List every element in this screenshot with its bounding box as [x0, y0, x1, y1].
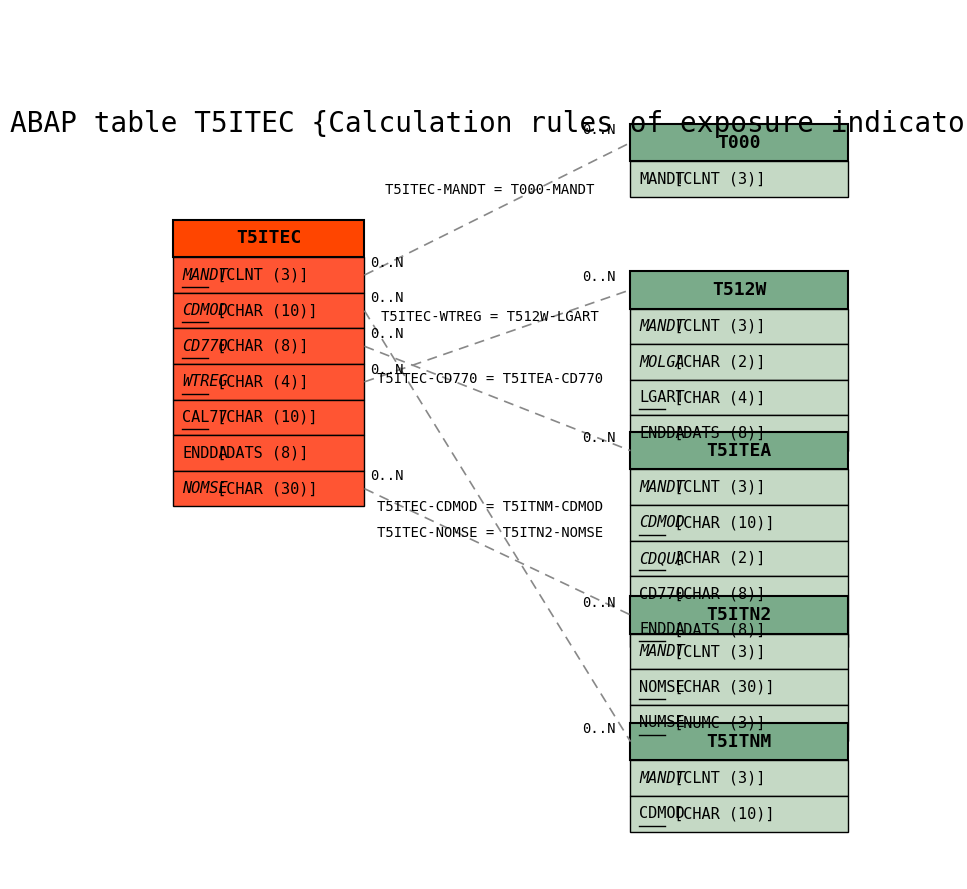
Text: T000: T000 [718, 133, 761, 152]
Text: [CHAR (10)]: [CHAR (10)] [665, 806, 775, 821]
Text: MANDT: MANDT [639, 319, 685, 334]
Text: CDMOD: CDMOD [183, 303, 228, 318]
Text: [CLNT (3)]: [CLNT (3)] [208, 268, 308, 283]
FancyBboxPatch shape [173, 292, 365, 328]
Text: LGART: LGART [639, 390, 685, 405]
Text: [CLNT (3)]: [CLNT (3)] [665, 644, 766, 659]
FancyBboxPatch shape [173, 364, 365, 400]
Text: 0..N: 0..N [370, 292, 404, 305]
FancyBboxPatch shape [630, 469, 848, 505]
Text: [CLNT (3)]: [CLNT (3)] [665, 172, 766, 187]
Text: MANDT: MANDT [639, 771, 685, 786]
Text: ENDDA: ENDDA [639, 622, 685, 637]
FancyBboxPatch shape [630, 634, 848, 669]
Text: [CLNT (3)]: [CLNT (3)] [665, 480, 766, 495]
Text: MOLGA: MOLGA [639, 355, 685, 370]
FancyBboxPatch shape [630, 308, 848, 344]
Text: ENDDA: ENDDA [639, 426, 685, 441]
Text: WTREG: WTREG [183, 374, 228, 389]
Text: NOMSE: NOMSE [183, 481, 228, 496]
Text: T5ITEC: T5ITEC [236, 229, 302, 247]
Text: MANDT: MANDT [639, 480, 685, 495]
Text: [CLNT (3)]: [CLNT (3)] [665, 771, 766, 786]
Text: CDMOD: CDMOD [639, 806, 685, 821]
Text: 0..N: 0..N [370, 256, 404, 269]
Text: [CHAR (4)]: [CHAR (4)] [208, 374, 308, 389]
FancyBboxPatch shape [173, 436, 365, 471]
Text: T5ITEC-NOMSE = T5ITN2-NOMSE: T5ITEC-NOMSE = T5ITN2-NOMSE [377, 525, 603, 540]
FancyBboxPatch shape [630, 576, 848, 612]
Text: [DATS (8)]: [DATS (8)] [665, 622, 766, 637]
Text: T5ITEA: T5ITEA [707, 442, 772, 460]
Text: CDMOD: CDMOD [639, 516, 685, 531]
Text: MANDT: MANDT [183, 268, 228, 283]
Text: CDQUA: CDQUA [639, 551, 685, 566]
Text: MANDT: MANDT [639, 644, 685, 659]
Text: [CHAR (30)]: [CHAR (30)] [208, 481, 318, 496]
Text: ENDDA: ENDDA [183, 445, 228, 461]
Text: 0..N: 0..N [582, 596, 615, 610]
FancyBboxPatch shape [630, 597, 848, 634]
FancyBboxPatch shape [630, 162, 848, 197]
Text: 0..N: 0..N [582, 431, 615, 445]
FancyBboxPatch shape [630, 669, 848, 705]
FancyBboxPatch shape [630, 796, 848, 831]
Text: [CHAR (8)]: [CHAR (8)] [665, 587, 766, 602]
Text: [CHAR (10)]: [CHAR (10)] [208, 303, 318, 318]
FancyBboxPatch shape [630, 723, 848, 760]
Text: [NUMC (3)]: [NUMC (3)] [665, 716, 766, 730]
Text: CD770: CD770 [183, 339, 228, 354]
Text: 0..N: 0..N [582, 270, 615, 284]
Text: MANDT: MANDT [639, 172, 685, 187]
Text: CD770: CD770 [639, 587, 685, 602]
Text: CAL77: CAL77 [183, 410, 228, 425]
Text: 0..N: 0..N [370, 469, 404, 484]
Text: T5ITNM: T5ITNM [707, 733, 772, 750]
Text: 0..N: 0..N [370, 327, 404, 341]
Text: 0..N: 0..N [582, 722, 615, 736]
Text: [CHAR (10)]: [CHAR (10)] [665, 516, 775, 531]
FancyBboxPatch shape [630, 705, 848, 741]
Text: [DATS (8)]: [DATS (8)] [208, 445, 308, 461]
FancyBboxPatch shape [630, 760, 848, 796]
Text: [CHAR (8)]: [CHAR (8)] [208, 339, 308, 354]
FancyBboxPatch shape [173, 328, 365, 364]
FancyBboxPatch shape [630, 612, 848, 647]
FancyBboxPatch shape [630, 541, 848, 576]
FancyBboxPatch shape [630, 344, 848, 380]
FancyBboxPatch shape [173, 220, 365, 257]
FancyBboxPatch shape [173, 400, 365, 436]
Text: [CHAR (4)]: [CHAR (4)] [665, 390, 766, 405]
Text: SAP ABAP table T5ITEC {Calculation rules of exposure indicators ?}: SAP ABAP table T5ITEC {Calculation rules… [0, 110, 967, 138]
Text: T5ITEC-WTREG = T512W-LGART: T5ITEC-WTREG = T512W-LGART [381, 309, 599, 324]
Text: T512W: T512W [712, 281, 766, 299]
FancyBboxPatch shape [630, 415, 848, 451]
Text: [DATS (8)]: [DATS (8)] [665, 426, 766, 441]
FancyBboxPatch shape [630, 380, 848, 415]
FancyBboxPatch shape [173, 257, 365, 292]
FancyBboxPatch shape [173, 471, 365, 507]
FancyBboxPatch shape [630, 432, 848, 469]
FancyBboxPatch shape [630, 271, 848, 308]
Text: T5ITEC-CDMOD = T5ITNM-CDMOD: T5ITEC-CDMOD = T5ITNM-CDMOD [377, 500, 603, 514]
Text: T5ITEC-CD770 = T5ITEA-CD770: T5ITEC-CD770 = T5ITEA-CD770 [377, 372, 603, 387]
Text: [CLNT (3)]: [CLNT (3)] [665, 319, 766, 334]
FancyBboxPatch shape [630, 505, 848, 541]
Text: [CHAR (10)]: [CHAR (10)] [208, 410, 318, 425]
Text: 0..N: 0..N [582, 124, 615, 137]
Text: T5ITEC-MANDT = T000-MANDT: T5ITEC-MANDT = T000-MANDT [385, 182, 595, 196]
Text: 0..N: 0..N [370, 363, 404, 377]
Text: NOMSE: NOMSE [639, 680, 685, 694]
Text: T5ITN2: T5ITN2 [707, 606, 772, 624]
Text: [CHAR (30)]: [CHAR (30)] [665, 680, 775, 694]
Text: [CHAR (2)]: [CHAR (2)] [665, 355, 766, 370]
FancyBboxPatch shape [630, 124, 848, 162]
Text: NUMSE: NUMSE [639, 716, 685, 730]
Text: [CHAR (2)]: [CHAR (2)] [665, 551, 766, 566]
